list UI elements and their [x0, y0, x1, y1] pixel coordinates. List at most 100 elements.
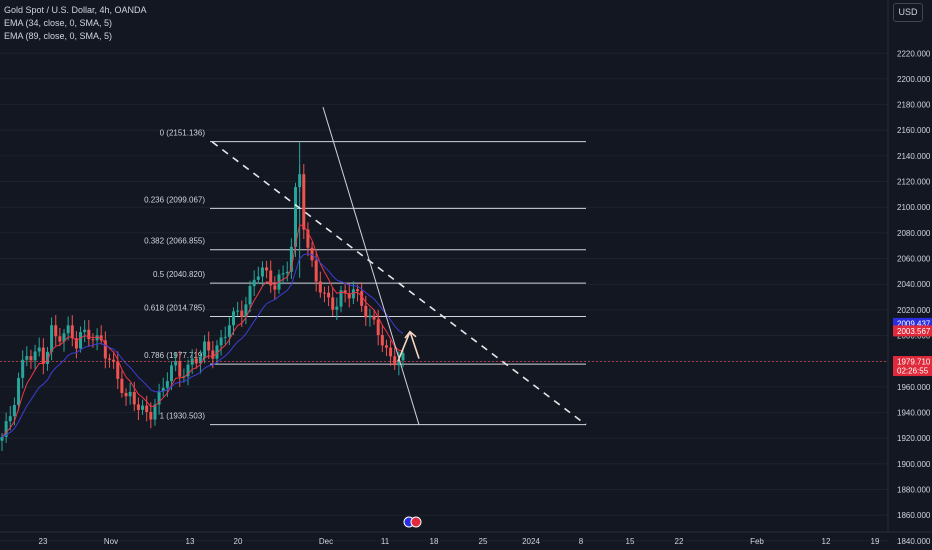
ema-89-legend[interactable]: EMA (89, close, 0, SMA, 5): [4, 31, 113, 41]
candle-body: [215, 345, 219, 359]
candle-body: [285, 271, 289, 274]
candle-body: [66, 325, 70, 334]
candle-body: [58, 336, 62, 342]
candle-body: [194, 358, 198, 364]
event-marker-icon: [410, 516, 422, 528]
candle-body: [116, 361, 120, 379]
candle-body: [29, 356, 33, 361]
time-tick-label: 13: [186, 537, 195, 546]
price-label-bg: [893, 317, 932, 329]
price-tick-label: 2060.000: [897, 255, 931, 264]
candle-body: [95, 335, 99, 341]
ema-34-legend[interactable]: EMA (34, close, 0, SMA, 5): [4, 18, 113, 28]
price-label: 1979.710: [897, 358, 931, 367]
candle-body: [120, 378, 124, 393]
candle-body: [302, 174, 306, 230]
time-axis[interactable]: 23 Nov 13 20 Dec 11 18 25 2024 8 15 22 Feb 12 19: [0, 531, 932, 546]
candle-body: [335, 306, 339, 310]
fib-level-label: 1 (1930.503): [160, 412, 206, 421]
price-tick-label: 2080.000: [897, 229, 931, 238]
fib-level-label: 0.382 (2066.855): [144, 237, 205, 246]
price-tick-label: 2160.000: [897, 126, 931, 135]
time-tick-label: 22: [675, 537, 684, 546]
candle-body: [343, 290, 347, 294]
price-tick-label: 1940.000: [897, 409, 931, 418]
candle-body: [50, 325, 54, 352]
time-tick-label: 25: [479, 537, 488, 546]
dashed-trendline: [211, 141, 587, 426]
price-tick-label: 2040.000: [897, 280, 931, 289]
candle-body: [8, 416, 12, 422]
candle-body: [169, 365, 173, 382]
fib-level-label: 0.618 (2014.785): [144, 304, 205, 313]
candle-body: [25, 356, 29, 360]
candle-body: [306, 229, 310, 248]
time-tick-label: 2024: [522, 537, 540, 546]
candle-body: [252, 279, 256, 287]
candle-body: [149, 412, 153, 420]
time-tick-label: Feb: [750, 537, 764, 546]
symbol-title[interactable]: Gold Spot / U.S. Dollar, 4h, OANDA: [4, 5, 147, 15]
price-axis-bg: [888, 0, 932, 550]
fib-level-label: 0.5 (2040.820): [153, 270, 205, 279]
candle-body: [21, 359, 25, 378]
time-tick-label: 19: [871, 537, 880, 546]
candle-body: [273, 285, 277, 290]
fib-level-label: 0 (2151.136): [160, 129, 206, 138]
candle-body: [33, 351, 37, 361]
candle-body: [376, 319, 380, 336]
time-tick-label: 8: [579, 537, 584, 546]
candles: [0, 141, 405, 451]
candle-body: [244, 304, 248, 317]
candle-body: [372, 315, 376, 320]
ema-34-line: [1, 224, 404, 438]
descending-trendline: [322, 107, 420, 425]
candle-body: [281, 273, 285, 275]
price-tick-label: 2020.000: [897, 306, 931, 315]
price-tick-label: 1860.000: [897, 511, 931, 520]
currency-button[interactable]: USD: [893, 3, 923, 22]
price-label: 2009.437: [897, 319, 931, 328]
candle-body: [124, 392, 128, 397]
candle-body: [327, 292, 331, 298]
price-tick-label: 1880.000: [897, 485, 931, 494]
candle-body: [364, 305, 368, 318]
candle-body: [389, 347, 393, 357]
candle-body: [339, 290, 343, 307]
candle-body: [265, 267, 269, 271]
candle-body: [174, 361, 178, 366]
candle-body: [256, 276, 260, 280]
candle-body: [310, 247, 314, 261]
candle-body: [318, 281, 322, 293]
price-tick-label: 2220.000: [897, 49, 931, 58]
candle-body: [294, 187, 298, 247]
candle-body: [153, 404, 157, 420]
candle-body: [227, 325, 231, 337]
candle-body: [103, 340, 107, 359]
trendline-drawings[interactable]: [0, 107, 888, 426]
price-axis[interactable]: 1840.000 1860.000 1880.000 1900.000 1920.000…: [887, 0, 932, 550]
fibonacci-retracement[interactable]: 0 (2151.136) 0.236 (2099.067) 0.382 (2066.…: [144, 129, 586, 426]
candle-body: [70, 325, 74, 339]
candle-body: [74, 338, 78, 349]
candle-body: [165, 381, 169, 388]
projection-arrow-line: [397, 331, 411, 362]
candle-body: [211, 350, 215, 359]
price-label-bg: [893, 356, 932, 377]
price-tick-label: 1920.000: [897, 434, 931, 443]
candle-body: [347, 293, 351, 299]
time-tick-label: Dec: [319, 537, 333, 546]
candle-body: [186, 364, 190, 377]
economic-events[interactable]: [403, 516, 422, 528]
candle-body: [360, 291, 364, 306]
candle-body: [289, 246, 293, 272]
candle-body: [368, 315, 372, 318]
candle-body: [232, 311, 236, 326]
grid: [0, 52, 888, 542]
time-tick-label: 23: [39, 537, 48, 546]
candle-body: [393, 356, 397, 366]
candle-body: [145, 405, 149, 413]
candle-body: [136, 404, 140, 410]
